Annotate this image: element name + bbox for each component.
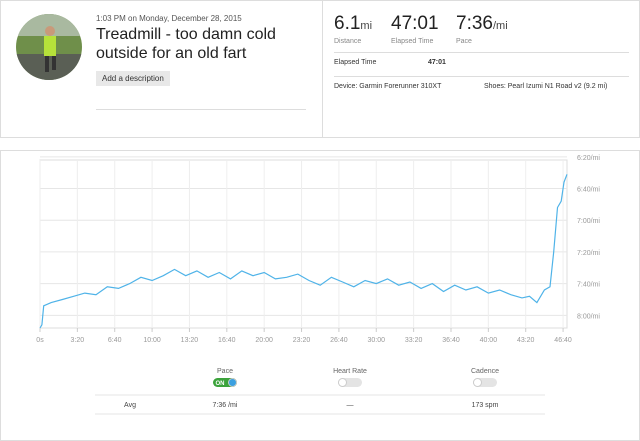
toggle-knob bbox=[473, 378, 482, 387]
stat-unit: /mi bbox=[492, 20, 508, 32]
x-tick-label: 36:40 bbox=[442, 337, 460, 344]
stat-label: Elapsed Time bbox=[391, 38, 434, 45]
toggle-knob bbox=[228, 378, 237, 387]
x-tick-label: 46:40 bbox=[554, 337, 572, 344]
divider bbox=[334, 52, 629, 53]
x-tick-label: 16:40 bbox=[218, 337, 236, 344]
stat-unit: mi bbox=[360, 20, 373, 32]
chart-panel bbox=[0, 150, 640, 441]
detail-label: Elapsed Time bbox=[334, 59, 377, 66]
x-tick-label: 13:20 bbox=[181, 337, 199, 344]
detail-value: 47:01 bbox=[428, 59, 446, 66]
y-tick-label: 7:20/mi bbox=[577, 250, 600, 257]
stat-value: 6.1 bbox=[334, 13, 361, 34]
toggle-label: Pace bbox=[217, 368, 233, 375]
stat-value: 7:36 bbox=[456, 13, 493, 34]
avatar bbox=[16, 14, 82, 80]
divider bbox=[322, 1, 323, 138]
stat-label: Distance bbox=[334, 38, 362, 45]
activity-title: Treadmill - too damn cold outside for an… bbox=[96, 26, 276, 62]
stat-label: Pace bbox=[456, 38, 472, 45]
y-tick-label: 6:20/mi bbox=[577, 155, 600, 162]
x-tick-label: 33:20 bbox=[405, 337, 423, 344]
x-tick-label: 43:20 bbox=[517, 337, 535, 344]
x-tick-label: 26:40 bbox=[330, 337, 348, 344]
add-description-button[interactable]: Add a description bbox=[96, 71, 170, 86]
x-tick-label: 10:00 bbox=[143, 337, 161, 344]
stat-value-row: 7:36/mi bbox=[456, 13, 508, 35]
stat-value-row: 6.1mi bbox=[334, 13, 372, 35]
avg-value: — bbox=[347, 402, 354, 409]
x-tick-label: 3:20 bbox=[71, 337, 85, 344]
toggle-knob bbox=[338, 378, 347, 387]
summary-panel: 1:03 PM on Monday, December 28, 2015 Tre… bbox=[0, 0, 640, 138]
timestamp: 1:03 PM on Monday, December 28, 2015 bbox=[96, 14, 242, 23]
divider bbox=[96, 109, 306, 110]
x-tick-label: 6:40 bbox=[108, 337, 122, 344]
x-tick-label: 40:00 bbox=[480, 337, 498, 344]
x-tick-label: 23:20 bbox=[293, 337, 311, 344]
stat-value: 47:01 bbox=[391, 13, 439, 34]
pace-line bbox=[39, 174, 568, 329]
toggle-on-text: ON bbox=[216, 381, 225, 387]
device: Device: Garmin Forerunner 310XT bbox=[334, 83, 442, 90]
divider bbox=[334, 76, 629, 77]
avg-label: Avg bbox=[124, 402, 136, 409]
y-tick-label: 8:00/mi bbox=[577, 313, 600, 320]
y-tick-label: 7:00/mi bbox=[577, 218, 600, 225]
toggle-label: Heart Rate bbox=[333, 368, 367, 375]
y-tick-label: 6:40/mi bbox=[577, 187, 600, 194]
avg-value: 7:36 /mi bbox=[213, 402, 238, 409]
stat-value-row: 47:01 bbox=[391, 13, 439, 35]
y-tick-label: 7:40/mi bbox=[577, 282, 600, 289]
x-tick-label: 0s bbox=[36, 337, 44, 344]
x-tick-label: 20:00 bbox=[255, 337, 273, 344]
toggle-label: Cadence bbox=[471, 368, 499, 375]
avg-value: 173 spm bbox=[472, 402, 499, 409]
x-tick-label: 30:00 bbox=[367, 337, 385, 344]
shoes: Shoes: Pearl Izumi N1 Road v2 (9.2 mi) bbox=[484, 83, 608, 90]
